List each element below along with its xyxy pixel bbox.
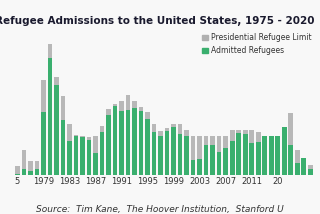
Bar (282, 127, 287, 175)
Bar (223, 136, 228, 175)
Bar (184, 136, 189, 175)
Bar (230, 130, 235, 175)
Bar (204, 136, 208, 175)
Bar (60, 120, 65, 175)
Bar (288, 145, 293, 175)
Bar (145, 112, 150, 175)
Bar (80, 136, 85, 175)
Bar (256, 143, 260, 175)
Bar (223, 148, 228, 175)
Bar (301, 158, 306, 175)
Bar (301, 158, 306, 175)
Bar (145, 119, 150, 175)
Bar (276, 136, 280, 175)
Bar (191, 160, 196, 175)
Bar (191, 136, 196, 175)
Bar (158, 136, 163, 175)
Bar (276, 136, 280, 175)
Bar (197, 136, 202, 175)
Bar (60, 96, 65, 175)
Bar (256, 132, 260, 175)
Bar (21, 150, 26, 175)
Bar (74, 135, 78, 175)
Bar (74, 135, 78, 175)
Bar (243, 130, 248, 175)
Bar (15, 174, 20, 175)
Bar (269, 136, 274, 175)
Bar (295, 150, 300, 175)
Bar (217, 136, 221, 175)
Bar (41, 112, 46, 175)
Bar (269, 136, 274, 175)
Bar (132, 108, 137, 175)
Bar (308, 169, 313, 175)
Bar (197, 159, 202, 175)
Bar (21, 169, 26, 175)
Bar (67, 141, 72, 175)
Bar (28, 161, 33, 175)
Bar (54, 85, 59, 175)
Bar (282, 127, 287, 175)
Bar (132, 101, 137, 175)
Bar (308, 165, 313, 175)
Bar (48, 58, 52, 175)
Bar (178, 124, 182, 175)
Bar (67, 124, 72, 175)
Bar (126, 110, 130, 175)
Bar (171, 127, 176, 175)
Bar (249, 143, 254, 175)
Bar (113, 106, 117, 175)
Bar (249, 130, 254, 175)
Bar (288, 113, 293, 175)
Bar (113, 104, 117, 175)
Bar (87, 137, 91, 175)
Bar (152, 124, 156, 175)
Bar (165, 131, 169, 175)
Bar (100, 126, 104, 175)
Bar (119, 111, 124, 175)
Bar (93, 153, 98, 175)
Bar (87, 140, 91, 175)
Bar (184, 130, 189, 175)
Bar (93, 136, 98, 175)
Bar (165, 128, 169, 175)
Bar (41, 80, 46, 175)
Bar (236, 130, 241, 175)
Bar (230, 141, 235, 175)
Bar (236, 133, 241, 175)
Bar (262, 136, 267, 175)
Bar (178, 134, 182, 175)
Bar (54, 77, 59, 175)
Bar (295, 163, 300, 175)
Bar (210, 136, 215, 175)
Bar (106, 109, 111, 175)
Bar (210, 145, 215, 175)
Bar (139, 111, 143, 175)
Bar (28, 171, 33, 175)
Text: Refugee Admissions to the United States, 1975 - 2020: Refugee Admissions to the United States,… (0, 16, 314, 26)
Bar (106, 115, 111, 175)
Bar (35, 161, 39, 175)
Bar (100, 132, 104, 175)
Bar (262, 136, 267, 175)
Bar (80, 137, 85, 175)
Bar (48, 44, 52, 175)
Text: Source:  Tim Kane,  The Hoover Institution,  Stanford U: Source: Tim Kane, The Hoover Institution… (36, 205, 284, 214)
Bar (171, 124, 176, 175)
Bar (158, 131, 163, 175)
Bar (204, 146, 208, 175)
Bar (139, 107, 143, 175)
Bar (243, 134, 248, 175)
Bar (126, 95, 130, 175)
Bar (119, 101, 124, 175)
Legend: Presidential Refugee Limit, Admitted Refugees: Presidential Refugee Limit, Admitted Ref… (200, 32, 313, 56)
Bar (15, 166, 20, 175)
Bar (35, 169, 39, 175)
Bar (217, 152, 221, 175)
Bar (152, 132, 156, 175)
